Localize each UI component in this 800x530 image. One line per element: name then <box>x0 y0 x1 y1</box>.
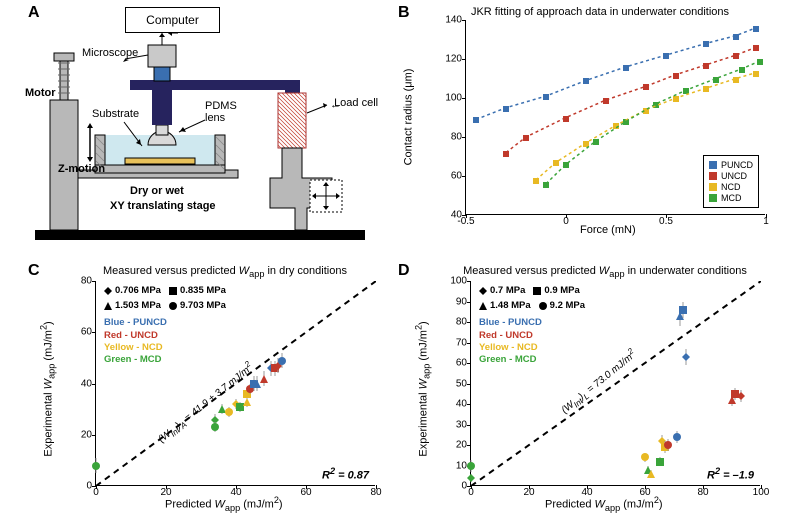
color-legend: Blue - PUNCDRed - UNCDYellow - NCDGreen … <box>104 317 167 366</box>
chart-d-title: Measured versus predicted Wapp in underw… <box>430 265 780 279</box>
data-point <box>673 428 681 446</box>
panel-c-label: C <box>28 262 40 280</box>
data-point <box>664 436 672 454</box>
substrate-label: Substrate <box>92 108 139 120</box>
chart-b-title: JKR fitting of approach data in underwat… <box>420 6 780 18</box>
microscope-label: Microscope <box>82 47 138 59</box>
chart-c-ylabel: Experimental Wapp (mJ/m2) <box>39 321 57 456</box>
zmotion-label: Z-motion <box>58 163 105 175</box>
r-squared: R2 = 0.87 <box>322 466 369 482</box>
panel-a-diagram: Computer Microscope PDMS lens ← ← Load c… <box>30 5 370 255</box>
data-point <box>211 418 219 436</box>
data-point <box>647 465 655 483</box>
r-squared: R2 = –1.9 <box>707 466 754 482</box>
stage-label1: Dry or wet <box>130 185 184 197</box>
data-point <box>92 457 100 475</box>
loadcell-label: ← Load cell <box>320 97 378 109</box>
data-point <box>278 352 286 370</box>
motor-label: Motor <box>25 87 56 99</box>
chart-b-xlabel: Force (mN) <box>580 224 636 236</box>
data-point <box>737 387 745 405</box>
color-legend: Blue - PUNCDRed - UNCDYellow - NCDGreen … <box>479 317 542 366</box>
panel-b-label: B <box>398 4 410 22</box>
diagram-svg <box>30 5 370 255</box>
data-point <box>682 348 690 366</box>
stage-label2: XY translating stage <box>110 200 216 212</box>
data-point <box>467 469 475 487</box>
panel-b-chart: JKR fitting of approach data in underwat… <box>420 6 780 215</box>
shape-legend: 0.7 MPa0.9 MPa1.48 MPa9.2 MPa <box>479 285 593 314</box>
chart-b-ylabel: Contact radius (μm) <box>402 69 414 166</box>
chart-d-ylabel: Experimental Wapp (mJ/m2) <box>414 321 432 456</box>
panel-d-label: D <box>398 262 410 280</box>
chart-d-xlabel: Predicted Wapp (mJ/m2) <box>545 495 663 513</box>
legend: PUNCDUNCDNCDMCD <box>703 155 759 208</box>
chart-c-title: Measured versus predicted Wapp in dry co… <box>55 265 395 279</box>
computer-box: Computer <box>125 7 220 33</box>
data-point <box>679 301 687 319</box>
pdms-label: PDMS lens <box>205 100 237 124</box>
panel-d-chart: Measured versus predicted Wapp in underw… <box>430 265 780 486</box>
panel-c-chart: Measured versus predicted Wapp in dry co… <box>55 265 395 486</box>
shape-legend: 0.706 MPa0.835 MPa1.503 MPa9.703 MPa <box>104 285 234 314</box>
chart-c-xlabel: Predicted Wapp (mJ/m2) <box>165 495 283 513</box>
